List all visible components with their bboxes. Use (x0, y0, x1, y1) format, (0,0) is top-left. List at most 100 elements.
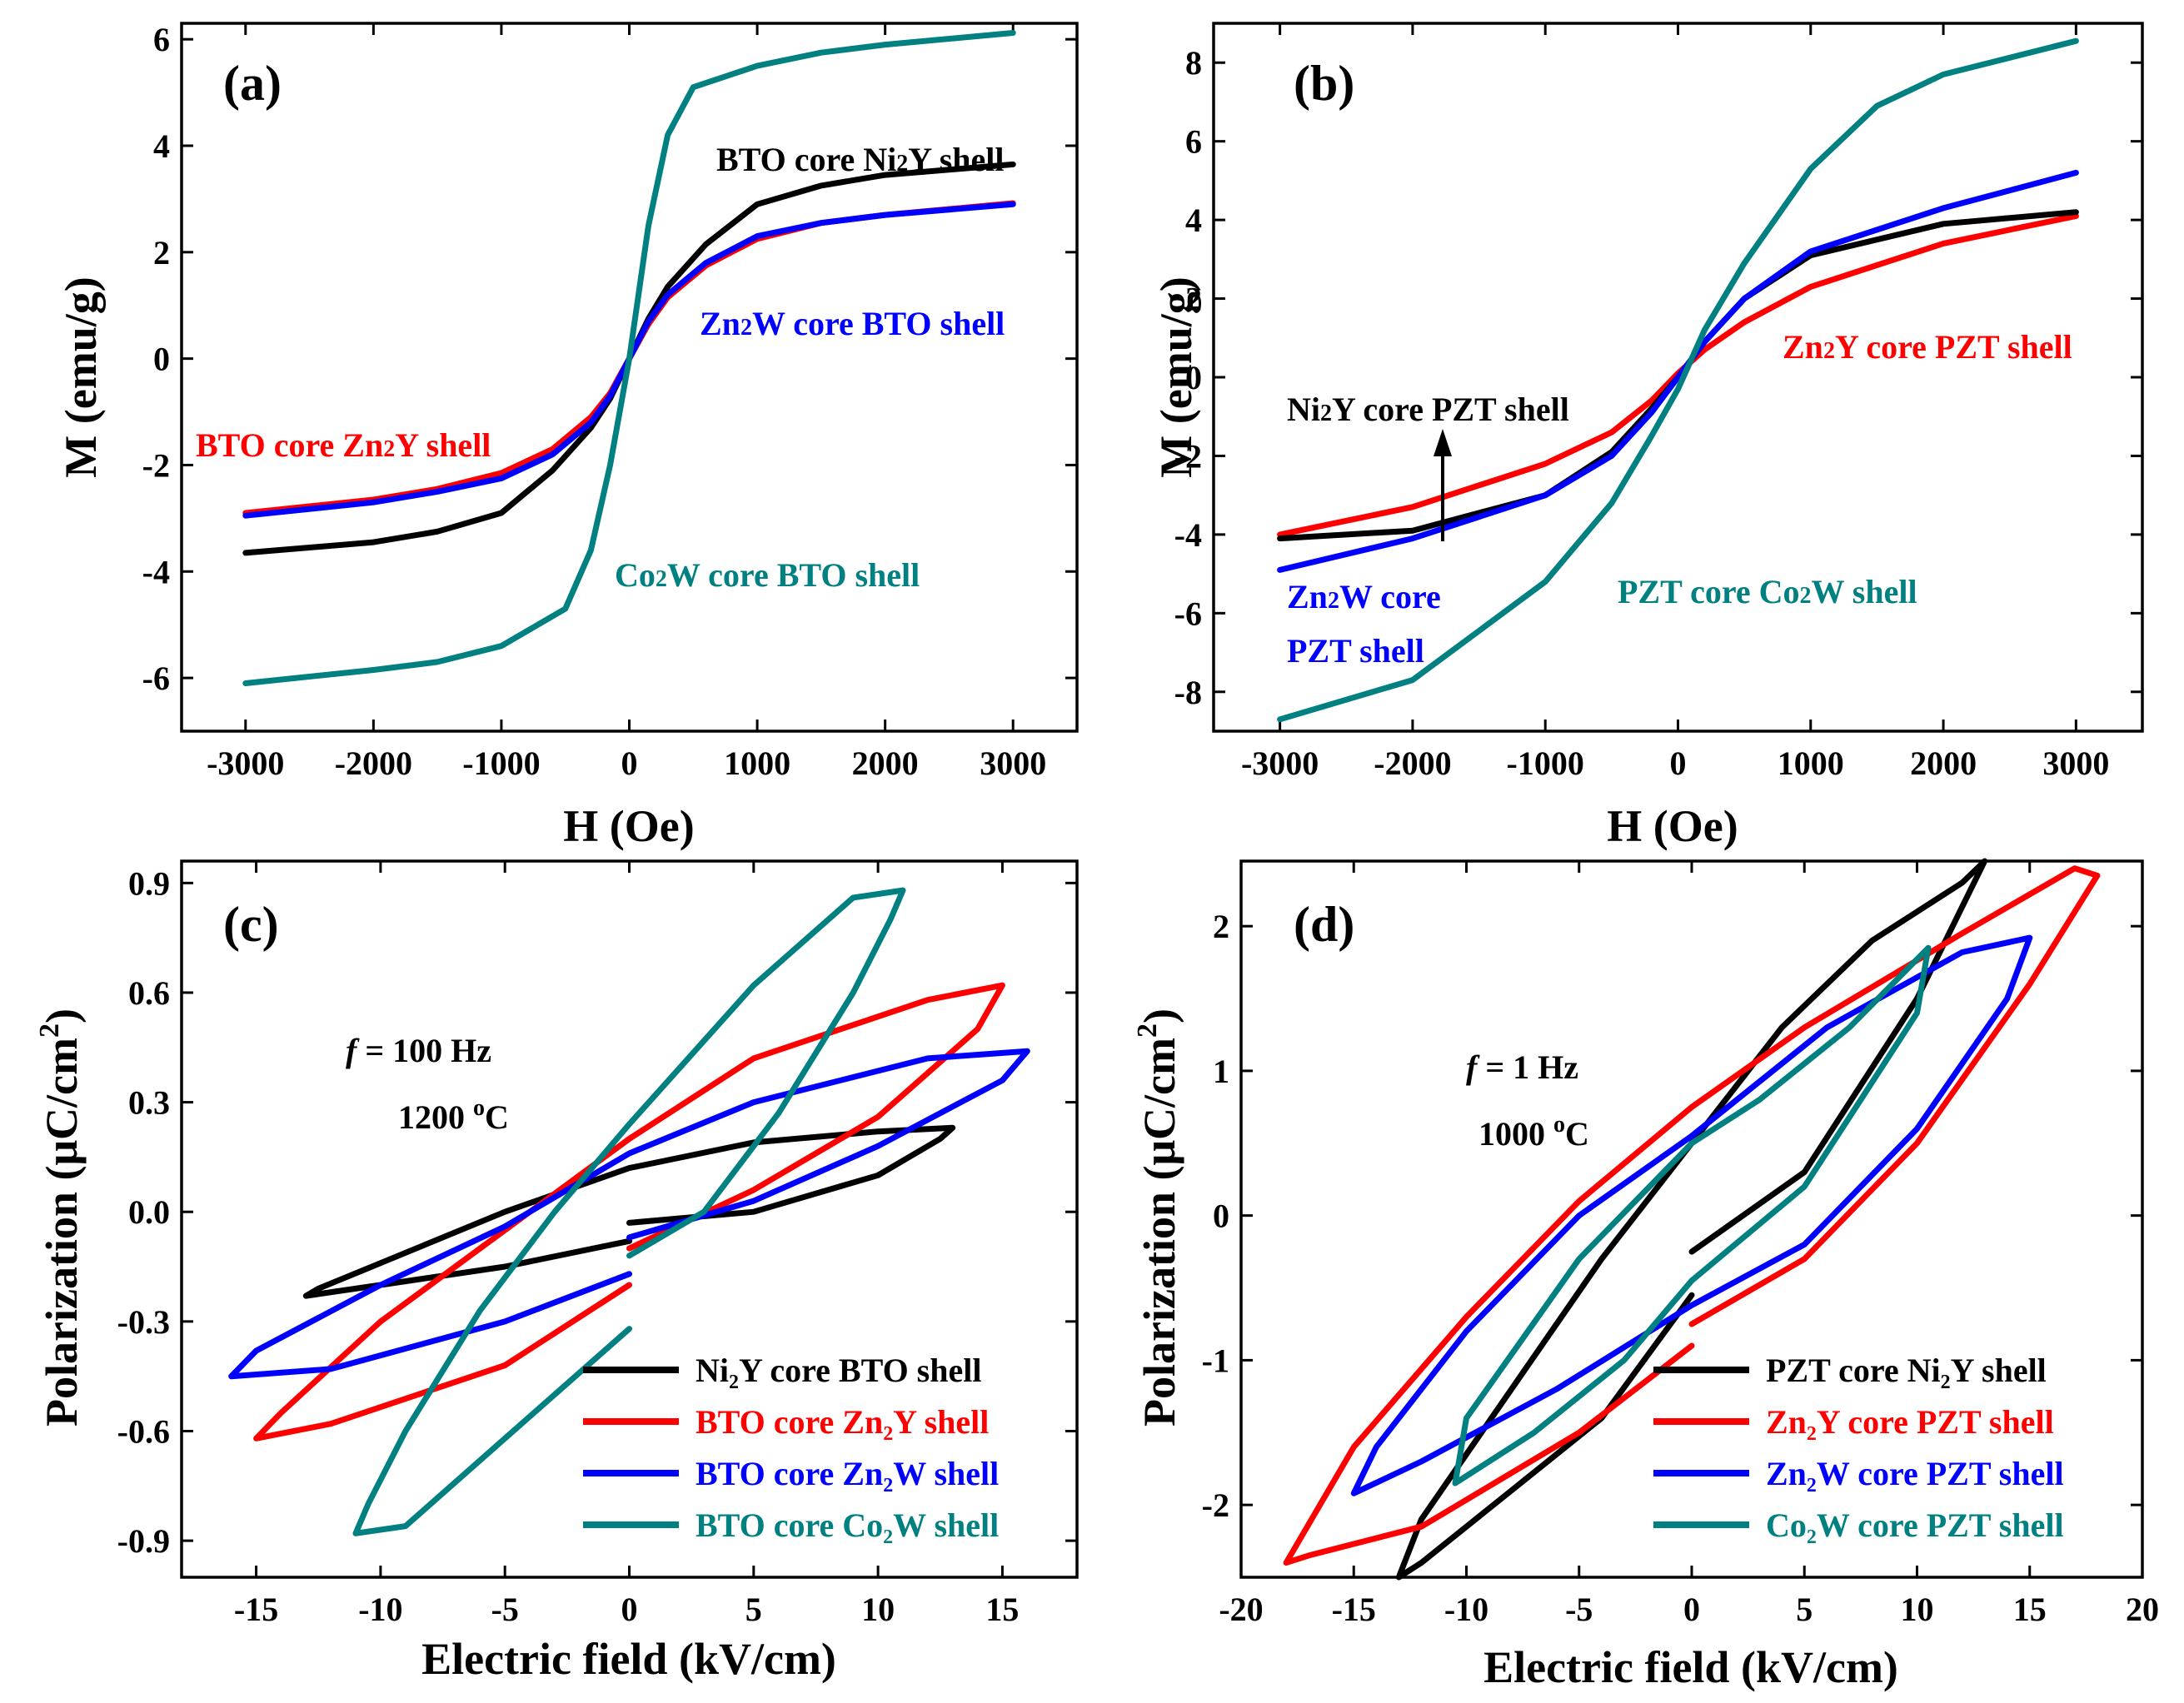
series-bto-core-co2w-shell (352, 887, 906, 1536)
series-bto-core-zn2y-shell (253, 982, 1005, 1442)
series-pzt-core-co2w-shell (1277, 37, 2079, 723)
y-tick-label: 0.9 (128, 864, 170, 902)
series-ni2y-core-bto-shell (302, 1124, 956, 1299)
y-tick-label: -2 (1202, 1486, 1229, 1524)
x-tick-label: 3000 (2042, 744, 2109, 782)
x-tick-label: 15 (985, 1591, 1019, 1628)
series-zn2w-core-pzt-shell (1350, 934, 2033, 1496)
y-tick-label: 6 (153, 21, 170, 58)
y-tick-label: -0.6 (117, 1412, 170, 1450)
panel-d-ylabel: Polarization (μC/cm2) (1132, 1008, 1184, 1427)
panel-b-annot-zn2y: Zn2Y core PZT shell (1783, 328, 2072, 366)
x-tick-label: -1000 (462, 744, 540, 782)
x-tick-label: 10 (861, 1591, 895, 1628)
panel-b-annot-co2w: PZT core Co2W shell (1618, 573, 1917, 610)
panel-d-series (1283, 858, 2101, 1581)
panel-a: -3000 -2000 -1000 0 1000 2000 3000 -6 -4 -2 0 2 4 6 (… (56, 21, 1079, 851)
panel-a-xlabel: H (Oe) (563, 801, 694, 851)
panel-c-legend: Ni₂Y core BTO shell BTO core Zn₂Y shell BT… (583, 1352, 999, 1544)
x-tick-label: 0 (621, 744, 638, 782)
x-tick-label: 2000 (852, 744, 919, 782)
x-tick-label: 20 (2126, 1591, 2159, 1628)
legend-label: Ni₂Y core BTO shell (696, 1352, 981, 1389)
x-tick-label: -20 (1219, 1591, 1263, 1628)
panel-d-annot-temp: 1000 oC (1478, 1112, 1589, 1153)
panel-a-annot-co2w: Co2W core BTO shell (615, 556, 920, 594)
panel-a-annot-zn2w: Zn2W core BTO shell (700, 305, 1005, 342)
series-co2w-core-bto-shell (242, 30, 1016, 686)
y-tick-label: 6 (1185, 123, 1202, 161)
x-tick-label: 15 (2013, 1591, 2047, 1628)
x-tick-label: 1000 (724, 744, 790, 782)
panel-c-annot-freq: f = 100 Hz (346, 1032, 491, 1069)
y-tick-label: 0 (153, 341, 170, 378)
series-co2w-core-pzt-shell (1452, 944, 1932, 1486)
y-tick-label: -8 (1174, 674, 1202, 711)
panel-b-axes: -3000 -2000 -1000 0 1000 2000 3000 -8 -6 -4 -2 0 2 4 6… (1174, 23, 2142, 782)
panel-d-legend: PZT core Ni₂Y shell Zn₂Y core PZT shell Zn… (1653, 1352, 2064, 1544)
y-tick-label: 0.3 (128, 1084, 170, 1122)
y-tick-label: -2 (142, 446, 170, 484)
y-tick-label: -6 (1174, 595, 1202, 632)
panel-b-annot-zn2w-shell: PZT shell (1287, 632, 1424, 670)
panel-c-label: (c) (223, 897, 279, 952)
x-tick-label: 5 (745, 1591, 762, 1628)
x-tick-label: 3000 (980, 744, 1046, 782)
panel-b-ylabel: M (emu/g) (1151, 276, 1201, 477)
x-tick-label: 0 (621, 1591, 638, 1628)
legend-label: BTO core Zn₂Y shell (696, 1403, 989, 1441)
panel-a-axes: -3000 -2000 -1000 0 1000 2000 3000 -6 -4 -2 0 2 4 6 (142, 21, 1077, 782)
panel-a-frame (180, 22, 1079, 733)
x-tick-label: 10 (1901, 1591, 1934, 1628)
x-tick-label: -3000 (207, 744, 284, 782)
legend-label: Zn₂Y core PZT shell (1766, 1403, 2054, 1441)
y-tick-label: -0.9 (117, 1522, 170, 1560)
panel-a-series (242, 30, 1016, 686)
y-tick-label: 0.0 (128, 1193, 170, 1231)
y-tick-label: 0 (1213, 1198, 1229, 1235)
x-tick-label: -15 (1332, 1591, 1376, 1628)
panel-b-annot-ni2y: Ni2Y core PZT shell (1287, 391, 1569, 428)
x-tick-label: -3000 (1241, 744, 1319, 782)
panel-d-label: (d) (1294, 897, 1354, 952)
y-tick-label: 2 (153, 234, 170, 271)
legend-label: BTO core Co₂W shell (696, 1506, 999, 1544)
panel-b: -3000 -2000 -1000 0 1000 2000 3000 -8 -6 -4 -2 0 2 4 6… (1151, 22, 2144, 851)
y-tick-label: -0.3 (117, 1303, 170, 1341)
x-tick-label: -2000 (1374, 744, 1451, 782)
panel-d-xlabel: Electric field (kV/cm) (1483, 1642, 1898, 1692)
y-tick-label: 0 (1185, 359, 1202, 396)
y-tick-label: -1 (1202, 1342, 1229, 1379)
series-zn2w-core-pzt-shell (1277, 169, 2079, 573)
y-tick-label: 0.6 (128, 974, 170, 1012)
x-tick-label: 1000 (1778, 744, 1844, 782)
x-tick-label: -15 (234, 1591, 278, 1628)
series-bto-core-zn2w-shell (228, 1048, 1030, 1380)
panel-b-label: (b) (1294, 56, 1354, 111)
panel-b-xlabel: H (Oe) (1607, 801, 1738, 851)
panel-c-series (228, 887, 1030, 1536)
x-tick-label: -1000 (1507, 744, 1584, 782)
panel-a-annot-ni2y: BTO core Ni2Y shell (716, 141, 1005, 178)
y-tick-label: 8 (1185, 44, 1202, 82)
y-tick-label: 4 (153, 127, 170, 165)
panel-d-annot-freq: f = 1 Hz (1466, 1048, 1578, 1086)
x-tick-label: 0 (1683, 1591, 1700, 1628)
x-tick-label: -2000 (335, 744, 412, 782)
series-pzt-core-ni2y-shell (1395, 858, 1988, 1581)
x-tick-label: -10 (358, 1591, 402, 1628)
y-tick-label: -4 (142, 553, 170, 590)
y-tick-label: -6 (142, 660, 170, 697)
panel-a-annot-zn2y: BTO core Zn2Y shell (196, 426, 491, 464)
legend-label: Zn₂W core PZT shell (1766, 1455, 2064, 1492)
panel-b-arrow-head (1434, 429, 1452, 456)
panel-b-series (1277, 37, 2079, 723)
x-tick-label: -5 (1565, 1591, 1593, 1628)
panel-c-xlabel: Electric field (kV/cm) (421, 1634, 836, 1684)
y-tick-label: -2 (1174, 437, 1202, 475)
legend-label: BTO core Zn₂W shell (696, 1455, 999, 1492)
panel-a-ylabel: M (emu/g) (56, 276, 106, 477)
